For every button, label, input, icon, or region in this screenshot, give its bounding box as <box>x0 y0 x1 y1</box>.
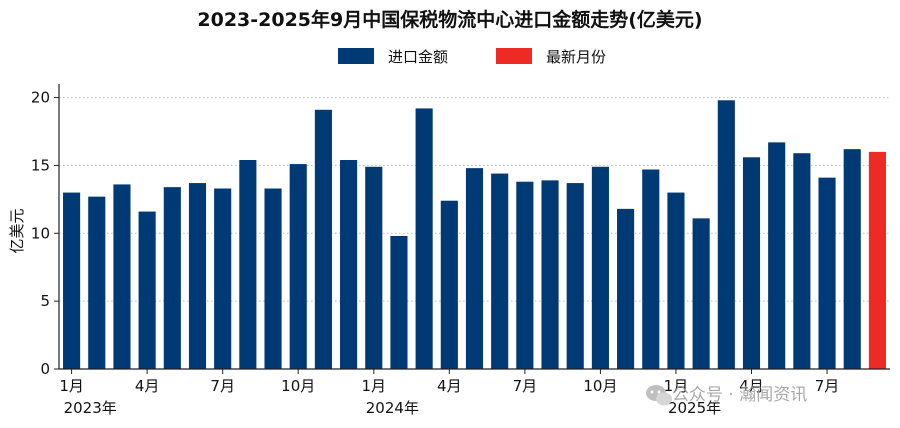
bar-2023-09 <box>264 188 282 369</box>
bar-2023-01 <box>63 192 81 369</box>
bar-2024-08 <box>541 180 559 369</box>
bar-2023-08 <box>239 160 257 369</box>
legend-swatch-import <box>338 48 374 64</box>
bar-2023-11 <box>314 109 332 369</box>
bar-2024-07 <box>516 181 534 369</box>
x-tick-label: 1月 <box>664 377 689 395</box>
bar-2025-07 <box>818 177 836 369</box>
bar-2023-12 <box>340 160 358 369</box>
x-tick-label: 10月 <box>281 377 315 395</box>
bar-2024-01 <box>365 166 383 369</box>
x-tick-label: 7月 <box>210 377 235 395</box>
y-tick-label: 10 <box>31 224 50 242</box>
x-year-label: 2024年 <box>366 399 419 417</box>
x-tick-label: 4月 <box>437 377 462 395</box>
bar-2024-04 <box>440 200 458 369</box>
x-tick-label: 7月 <box>815 377 840 395</box>
bar-2025-04 <box>742 157 761 369</box>
bars <box>63 100 886 370</box>
bar-2024-09 <box>566 183 584 369</box>
legend-label-latest: 最新月份 <box>546 48 606 66</box>
y-tick-label: 15 <box>31 156 50 174</box>
bar-2025-05 <box>768 142 786 369</box>
x-year-label: 2025年 <box>668 399 721 417</box>
watermark: 公众号 · 瀚闻资讯 <box>646 385 807 406</box>
y-tick-label: 20 <box>31 89 50 107</box>
bar-2023-04 <box>138 211 156 369</box>
bar-2023-03 <box>113 184 131 369</box>
bar-2025-09 <box>868 151 886 369</box>
bar-2024-02 <box>390 236 408 369</box>
bar-2024-05 <box>465 168 484 369</box>
bar-2024-10 <box>591 166 609 369</box>
bar-2025-03 <box>717 100 735 369</box>
legend: 进口金额 最新月份 <box>338 48 606 66</box>
x-tick-label: 7月 <box>513 377 538 395</box>
bar-2025-06 <box>793 153 811 369</box>
bar-2024-11 <box>617 208 635 369</box>
y-tick-label: 5 <box>40 292 50 310</box>
x-tick-label: 10月 <box>583 377 617 395</box>
x-tick-label: 4月 <box>739 377 764 395</box>
bar-2024-03 <box>415 108 433 370</box>
bar-2025-01 <box>667 192 685 369</box>
legend-swatch-latest <box>496 48 532 64</box>
x-year-label: 2023年 <box>64 399 117 417</box>
wechat-icon <box>646 385 672 406</box>
bar-2025-02 <box>692 218 710 369</box>
x-tick-label: 4月 <box>135 377 160 395</box>
y-tick-label: 0 <box>40 360 50 378</box>
bar-2024-12 <box>642 169 660 369</box>
x-axis-ticks: 1月 4月 7月 10月 1月 4月 7月 10月 1月 4月 7月 2023年 2024年 2025年 <box>59 369 839 417</box>
legend-label-import: 进口金额 <box>388 48 448 66</box>
chart-title: 2023-2025年9月中国保税物流中心进口金额走势(亿美元) <box>197 8 702 31</box>
x-tick-label: 1月 <box>59 377 84 395</box>
watermark-text: 公众号 · 瀚闻资讯 <box>672 385 807 405</box>
y-axis-label: 亿美元 <box>8 208 26 253</box>
bar-2025-08 <box>843 149 861 369</box>
x-tick-label: 1月 <box>361 377 386 395</box>
bar-2024-06 <box>491 173 509 369</box>
bar-2023-05 <box>163 187 181 369</box>
y-axis-ticks: 0 5 10 15 20 <box>31 89 59 378</box>
bar-2023-07 <box>214 188 232 369</box>
bar-2023-10 <box>289 164 307 369</box>
bar-2023-02 <box>88 196 106 369</box>
bar-2023-06 <box>188 183 207 369</box>
